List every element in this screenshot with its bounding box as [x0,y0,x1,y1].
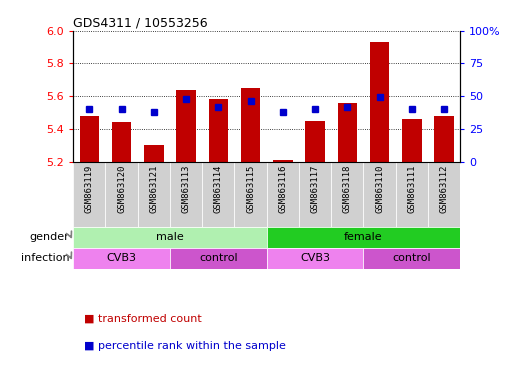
Bar [267,162,299,227]
Bar [396,162,428,227]
Bar [176,89,196,162]
Text: CVB3: CVB3 [300,253,330,263]
Bar [73,162,106,227]
Text: CVB3: CVB3 [107,253,137,263]
Text: ■ transformed count: ■ transformed count [84,314,201,324]
Bar [209,99,228,162]
Bar [112,122,131,162]
Bar [73,227,267,248]
Text: infection: infection [21,253,70,263]
Text: GSM863121: GSM863121 [150,165,158,213]
Bar [305,121,325,162]
Bar [241,88,260,162]
Text: gender: gender [30,232,70,242]
Bar [170,248,267,269]
Bar [363,248,460,269]
Bar [428,162,460,227]
Text: GSM863113: GSM863113 [181,165,190,213]
Text: control: control [393,253,431,263]
Text: GSM863111: GSM863111 [407,165,416,213]
Text: male: male [156,232,184,242]
Bar [138,162,170,227]
Text: GSM863117: GSM863117 [311,165,320,213]
Text: GSM863110: GSM863110 [375,165,384,213]
Bar [338,103,357,162]
Bar [299,162,331,227]
Text: GSM863116: GSM863116 [278,165,287,213]
Bar [144,145,164,162]
Bar [73,248,170,269]
Bar [106,162,138,227]
Bar [202,162,234,227]
Text: GSM863115: GSM863115 [246,165,255,213]
Bar [331,162,363,227]
Bar [370,42,389,162]
Text: GSM863114: GSM863114 [214,165,223,213]
Text: GSM863120: GSM863120 [117,165,126,213]
Bar [267,227,460,248]
Text: GDS4311 / 10553256: GDS4311 / 10553256 [73,17,208,30]
Bar [435,116,454,162]
Text: GSM863118: GSM863118 [343,165,352,213]
Bar [273,160,292,162]
Text: ■ percentile rank within the sample: ■ percentile rank within the sample [84,341,286,351]
Bar [234,162,267,227]
Bar [402,119,422,162]
Text: GSM863119: GSM863119 [85,165,94,213]
Bar [170,162,202,227]
Bar [267,248,363,269]
Bar [363,162,396,227]
Text: female: female [344,232,383,242]
Text: control: control [199,253,237,263]
Text: GSM863112: GSM863112 [440,165,449,213]
Bar [79,116,99,162]
